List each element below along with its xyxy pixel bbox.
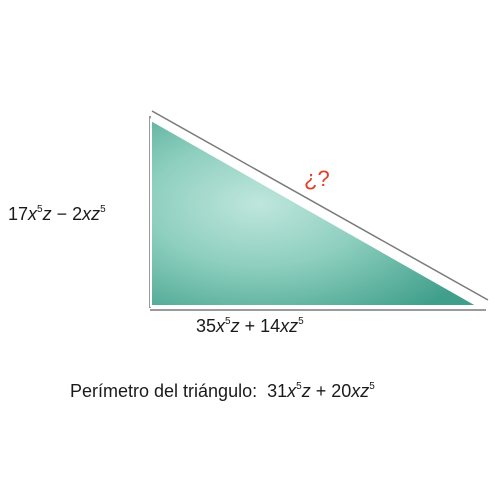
side-bottom-term: 35x5z: [196, 316, 240, 336]
perimeter-operator: +: [310, 381, 332, 401]
side-left-operator: −: [51, 204, 73, 224]
side-bottom-label: 35x5z + 14xz5: [196, 316, 304, 337]
perimeter-statement: Perímetro del triángulo: 31x5z + 20xz5: [70, 381, 375, 402]
side-left-term: 2xz5: [72, 204, 106, 224]
side-bottom-operator: +: [239, 316, 261, 336]
side-left-term: 17x5z: [8, 204, 52, 224]
side-left-label: 17x5z − 2xz5: [8, 204, 106, 225]
perimeter-text: Perímetro del triángulo:: [70, 381, 258, 401]
hypotenuse-unknown-label: ¿?: [304, 166, 330, 191]
side-bottom-term: 14xz5: [260, 316, 304, 336]
perimeter-term: 31x5z: [267, 381, 311, 401]
triangle-shape: [150, 118, 482, 307]
perimeter-expression: 31x5z + 20xz5: [267, 381, 375, 401]
perimeter-term: 20xz5: [331, 381, 375, 401]
hypotenuse-edge-line: [151, 110, 489, 301]
